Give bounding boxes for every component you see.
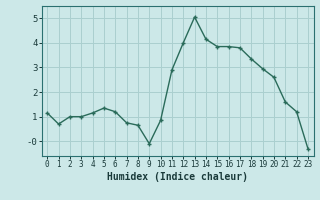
X-axis label: Humidex (Indice chaleur): Humidex (Indice chaleur) <box>107 172 248 182</box>
